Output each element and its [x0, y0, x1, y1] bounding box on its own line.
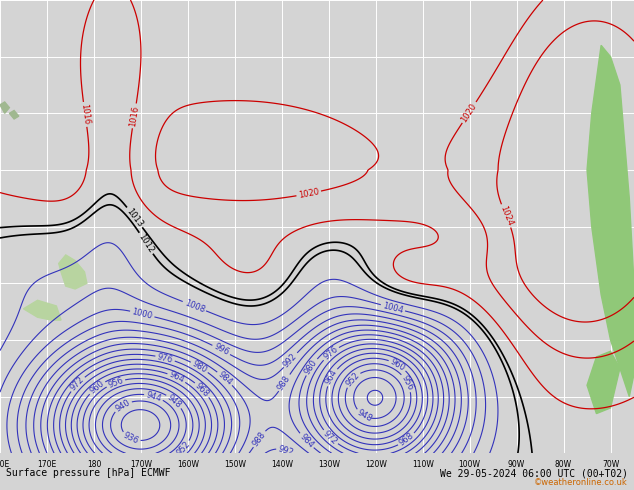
Text: 80W: 80W [555, 460, 572, 469]
Text: 980: 980 [190, 359, 209, 375]
Text: 940: 940 [113, 397, 132, 414]
Text: 160W: 160W [177, 460, 199, 469]
Text: 1012: 1012 [137, 232, 155, 254]
Text: 976: 976 [322, 345, 340, 362]
Text: 1004: 1004 [382, 301, 404, 315]
Text: 992: 992 [282, 351, 299, 369]
Text: 992: 992 [277, 444, 295, 457]
Text: 964: 964 [324, 368, 339, 387]
Text: 948: 948 [165, 392, 183, 410]
Polygon shape [587, 46, 634, 396]
Text: 130W: 130W [318, 460, 340, 469]
Text: 1008: 1008 [183, 298, 206, 314]
Text: 968: 968 [398, 431, 416, 448]
Polygon shape [59, 255, 87, 289]
Text: 980: 980 [303, 358, 320, 376]
Text: 948: 948 [356, 408, 374, 424]
Text: 170W: 170W [130, 460, 152, 469]
Text: 160E: 160E [0, 460, 10, 469]
Text: 972: 972 [68, 375, 86, 393]
Text: 984: 984 [216, 370, 234, 387]
Text: 952: 952 [344, 370, 361, 388]
Text: 1020: 1020 [460, 101, 479, 123]
Text: 964: 964 [167, 370, 186, 385]
Text: 1016: 1016 [79, 103, 91, 125]
Text: We 29-05-2024 06:00 UTC (00+T02): We 29-05-2024 06:00 UTC (00+T02) [439, 468, 628, 478]
Text: 956: 956 [107, 376, 125, 390]
Text: Surface pressure [hPa] ECMWF: Surface pressure [hPa] ECMWF [6, 468, 171, 478]
Text: 70W: 70W [602, 460, 619, 469]
Text: 984: 984 [298, 432, 315, 450]
Text: 960: 960 [389, 357, 407, 373]
Text: 100W: 100W [458, 460, 481, 469]
Text: 952: 952 [175, 440, 192, 458]
Text: 960: 960 [88, 379, 106, 396]
Text: 976: 976 [157, 352, 174, 365]
Text: 944: 944 [145, 390, 162, 403]
Text: 110W: 110W [411, 460, 434, 469]
Text: 936: 936 [122, 431, 140, 446]
Text: 996: 996 [212, 342, 230, 358]
Text: 180: 180 [87, 460, 101, 469]
Text: 956: 956 [399, 374, 415, 392]
Text: 120W: 120W [365, 460, 387, 469]
Text: 1013: 1013 [125, 206, 145, 228]
Text: 968: 968 [193, 381, 211, 398]
Polygon shape [0, 102, 10, 113]
Text: 1016: 1016 [128, 105, 140, 127]
Text: 1020: 1020 [297, 187, 320, 200]
Text: 140W: 140W [271, 460, 293, 469]
Text: 150W: 150W [224, 460, 246, 469]
Text: 988: 988 [251, 430, 268, 448]
Text: 988: 988 [276, 374, 292, 392]
Polygon shape [587, 351, 620, 414]
Text: ©weatheronline.co.uk: ©weatheronline.co.uk [534, 478, 628, 487]
Text: 1024: 1024 [498, 204, 514, 227]
Polygon shape [10, 110, 19, 119]
Text: 90W: 90W [508, 460, 525, 469]
Text: 972: 972 [321, 429, 339, 446]
Polygon shape [23, 300, 61, 320]
Text: 170E: 170E [37, 460, 56, 469]
Text: 1000: 1000 [131, 307, 153, 321]
